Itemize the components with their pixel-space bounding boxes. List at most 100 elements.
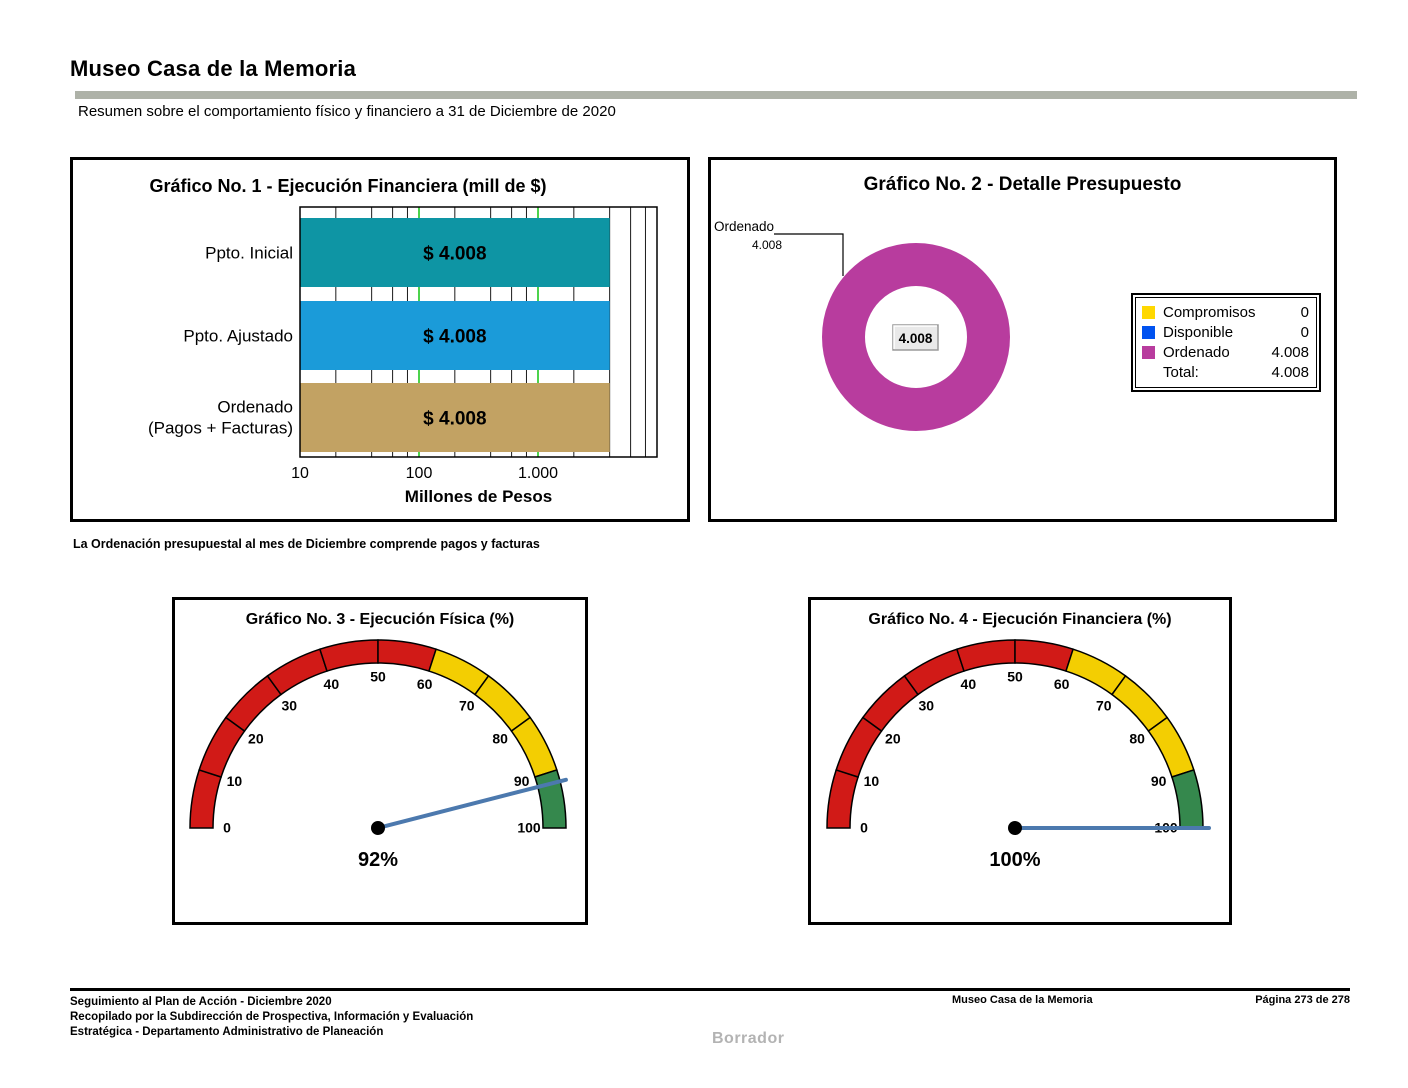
chart-grafico-3-gauge: Gráfico No. 3 - Ejecución Física (%) 0 10…: [172, 597, 588, 925]
center-label-bevel: [893, 325, 937, 349]
bar-value-label: $ 4.008: [423, 409, 486, 430]
gauge-tick-label: 40: [324, 676, 340, 692]
gauge-tick-label: 80: [492, 731, 508, 747]
legend-label: Ordenado: [1163, 343, 1230, 361]
callout-value: 4.008: [752, 238, 782, 252]
gauge-tick-label: 50: [1007, 669, 1023, 685]
gauge-tick-label: 40: [961, 676, 977, 692]
footer-line-1: Seguimiento al Plan de Acción - Diciembr…: [70, 996, 332, 1008]
gauge-segment: [377, 639, 438, 673]
gauge-hub: [371, 821, 385, 835]
gauge-tick-label: 10: [864, 773, 880, 789]
footer-rule: [70, 988, 1350, 991]
x-axis-label: Millones de Pesos: [405, 487, 552, 506]
donut-legend-rows: Compromisos 0 Disponible 0 Ordenado 4.008 Tota…: [1135, 297, 1317, 388]
donut-ring: [822, 243, 1010, 431]
gauge-tick-label: 30: [281, 697, 297, 713]
category-label: (Pagos + Facturas): [148, 419, 293, 438]
category-label: Ppto. Inicial: [205, 244, 293, 263]
gauge-segment: [318, 639, 379, 673]
gauge-segment: [189, 768, 223, 829]
footer-center-text: Museo Casa de la Memoria: [952, 994, 1093, 1006]
gauge-needle: [376, 777, 568, 830]
legend-label: Compromisos: [1163, 303, 1256, 321]
gauge-tick-label: 30: [918, 697, 934, 713]
gauge-segment: [266, 648, 328, 696]
chart-grafico-1-bar: Gráfico No. 1 - Ejecución Financiera (mi…: [70, 157, 690, 522]
gauge-chart-canvas: 0102030405060708090100100%: [826, 639, 1211, 871]
bar-value-label: $ 4.008: [423, 244, 486, 265]
gauge-segment: [1014, 639, 1075, 673]
gauge-segment: [1147, 716, 1195, 778]
gauge-tick-label: 70: [1096, 697, 1112, 713]
gauge-value: 100%: [989, 849, 1040, 871]
legend-value: 4.008: [1271, 343, 1309, 361]
gauge-segment: [510, 716, 558, 778]
footnote: La Ordenación presupuestal al mes de Dic…: [73, 537, 540, 551]
footer-left-block: Seguimiento al Plan de Acción - Diciembr…: [70, 995, 473, 1040]
gauge-tick-label: 90: [514, 773, 530, 789]
gauge-tick-label: 60: [417, 676, 433, 692]
gauge-tick-label: 60: [1054, 676, 1070, 692]
header-divider-bar: [75, 91, 1357, 99]
plot-border: [299, 206, 658, 458]
legend-row: Compromisos 0: [1142, 302, 1309, 322]
category-label: Ppto. Ajustado: [183, 327, 293, 346]
legend-swatch-icon: [1142, 305, 1155, 319]
gauge-chart-canvas: 0 10 20 30 40 50 60 70 80 90 100 92%: [189, 639, 568, 871]
bar-ordenado: [300, 383, 610, 452]
chart-grafico-4-gauge: Gráfico No. 4 - Ejecución Financiera (%)…: [808, 597, 1232, 925]
gauge-segment: [955, 639, 1016, 673]
legend-value: 0: [1300, 323, 1309, 341]
bar-ppto-inicial: [300, 218, 610, 287]
bar-value-label: $ 4.008: [423, 327, 486, 348]
category-label: Ordenado: [217, 398, 293, 417]
legend-row: Ordenado 4.008: [1142, 342, 1309, 362]
gauge-hub: [1008, 821, 1022, 835]
center-label-box: [892, 324, 939, 351]
legend-value: 0: [1300, 303, 1309, 321]
gauge-tick-label: 80: [1129, 731, 1145, 747]
gauge-tick-label: 100: [517, 820, 541, 836]
x-tick-label: 1.000: [518, 465, 558, 482]
footer-page-number: Página 273 de 278: [1255, 994, 1350, 1006]
chart4-title: Gráfico No. 4 - Ejecución Financiera (%): [868, 611, 1172, 628]
x-tick-label: 100: [406, 465, 433, 482]
legend-swatch-icon: [1142, 345, 1155, 359]
chart3-title: Gráfico No. 3 - Ejecución Física (%): [245, 611, 515, 628]
gauge-tick-label: 10: [227, 773, 243, 789]
donut-chart-canvas: Ordenado 4.008 4.008: [714, 219, 1010, 431]
footer-line-3: Estratégica - Departamento Administrativ…: [70, 1026, 384, 1038]
chart2-title: Gráfico No. 2 - Detalle Presupuesto: [863, 174, 1182, 195]
gauge-tick-label: 0: [223, 820, 231, 836]
legend-label: Total:: [1163, 363, 1199, 381]
x-tick-label: 10: [291, 465, 309, 482]
chart-grafico-2-donut: Gráfico No. 2 - Detalle Presupuesto Orde…: [708, 157, 1337, 522]
legend-swatch-empty: [1142, 366, 1155, 379]
legend-label: Disponible: [1163, 323, 1234, 341]
gauge-value: 92%: [358, 849, 398, 871]
draft-watermark: Borrador: [712, 1030, 785, 1047]
legend-value: 4.008: [1271, 363, 1309, 381]
gauge-tick-label: 50: [370, 669, 386, 685]
callout-label: Ordenado: [714, 219, 774, 234]
legend-row: Total: 4.008: [1142, 362, 1309, 382]
gauge-tick-label: 0: [860, 820, 868, 836]
page-subtitle: Resumen sobre el comportamiento físico y…: [78, 103, 616, 120]
center-label: 4.008: [899, 331, 933, 346]
footer-line-2: Recopilado por la Subdirección de Prospe…: [70, 1011, 474, 1023]
gauge-tick-label: 90: [1151, 773, 1167, 789]
gauge-segment: [826, 768, 860, 829]
gauge-segment: [903, 648, 965, 696]
gauge-tick-label: 20: [885, 731, 901, 747]
bar-chart-canvas: $ 4.008 Ppto. Inicial $ 4.008 Ppto. Ajustad…: [148, 206, 658, 506]
gauge-tick-label: 70: [459, 697, 475, 713]
gauge-tick-label: 20: [248, 731, 264, 747]
legend-row: Disponible 0: [1142, 322, 1309, 342]
chart1-title: Gráfico No. 1 - Ejecución Financiera (mi…: [149, 176, 547, 196]
donut-legend: Compromisos 0 Disponible 0 Ordenado 4.008 Tota…: [1131, 293, 1321, 392]
bar-ppto-ajustado: [300, 301, 610, 370]
page-title: Museo Casa de la Memoria: [70, 56, 357, 81]
callout-leader-line: [774, 233, 844, 276]
legend-swatch-icon: [1142, 325, 1155, 339]
